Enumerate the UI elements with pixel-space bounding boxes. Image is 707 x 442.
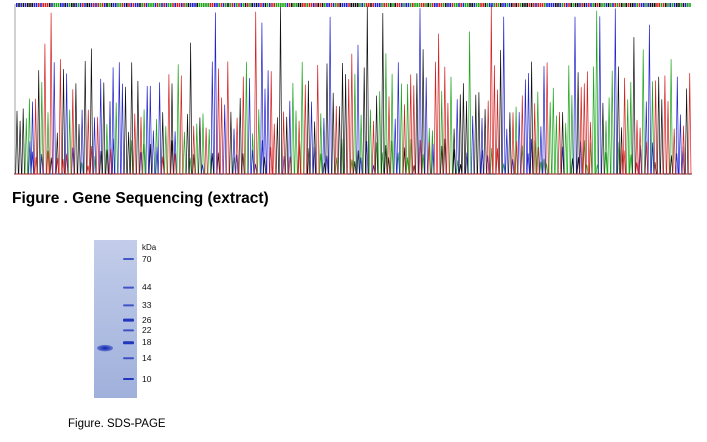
marker-band-18: [123, 341, 134, 345]
kda-unit-label: kDa: [142, 243, 157, 252]
trace-t: [14, 5, 692, 175]
marker-label-18: 18: [142, 337, 152, 348]
sample-band: [97, 344, 113, 352]
sds-page-gel-image: [94, 240, 137, 398]
marker-label-70: 70: [142, 253, 152, 264]
marker-label-26: 26: [142, 314, 152, 325]
marker-label-33: 33: [142, 299, 152, 310]
sds-page-figure-caption: Figure. SDS-PAGE: [68, 418, 166, 430]
marker-band-14: [123, 357, 134, 360]
marker-label-44: 44: [142, 282, 152, 293]
base-calls-strip: [16, 3, 691, 7]
marker-label-22: 22: [142, 324, 152, 335]
marker-band-22: [123, 329, 134, 332]
marker-band-44: [123, 286, 134, 289]
sequencing-figure-caption: Figure . Gene Sequencing (extract): [12, 190, 269, 207]
sds-page-gel-figure: kDa 70 44 33 26 22 18 14 10: [94, 240, 174, 400]
marker-label-10: 10: [142, 373, 152, 384]
dna-chromatogram: [14, 3, 692, 175]
marker-band-33: [123, 304, 134, 307]
marker-label-14: 14: [142, 352, 152, 363]
marker-band-26: [123, 318, 134, 322]
marker-band-10: [123, 378, 134, 380]
marker-band-70: [123, 258, 134, 260]
trace-g: [14, 5, 692, 175]
